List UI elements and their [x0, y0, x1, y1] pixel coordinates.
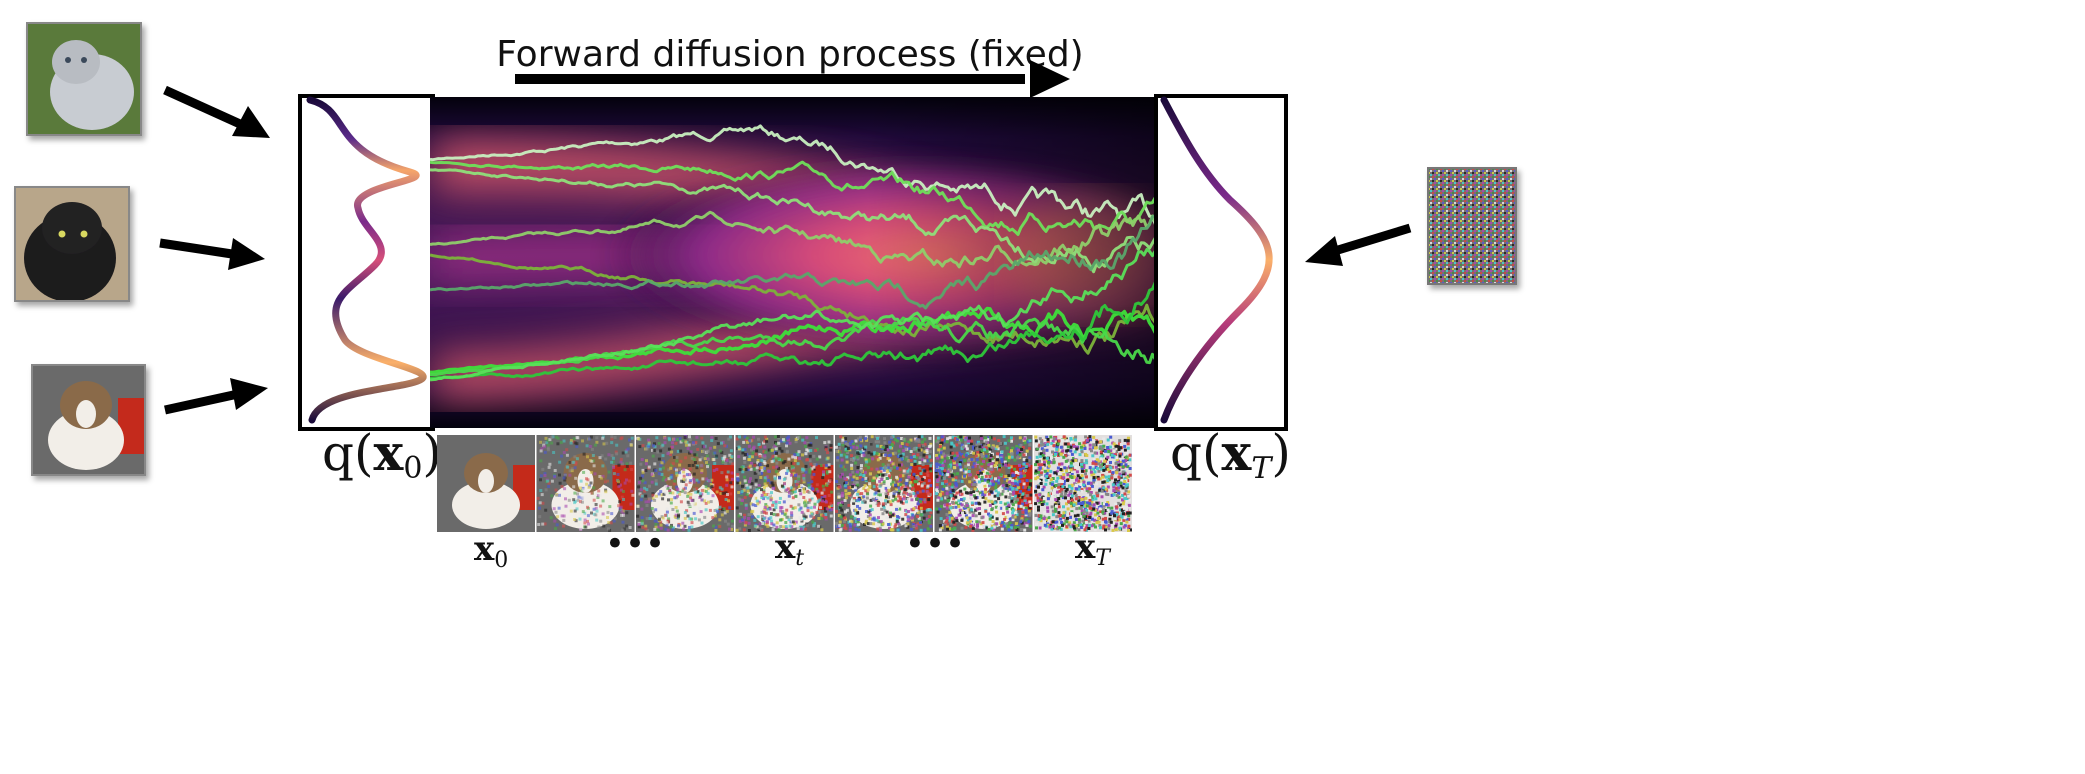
frame-4: [735, 435, 834, 532]
trajectory-10: [430, 248, 1158, 382]
label-q-xT: q(xT): [1170, 423, 1291, 486]
arrow-icon-left-bottom: [164, 378, 268, 415]
frame-3: [636, 435, 734, 532]
frame-label-xt: xt: [775, 527, 804, 571]
arrow-icon-left-mid: [159, 238, 265, 270]
frame-label-x0: x0: [474, 529, 508, 573]
arrow-icon-left-top: [163, 85, 270, 138]
trajectory-6: [430, 214, 1158, 310]
trajectory-5: [430, 253, 1158, 355]
noise-filmstrip: [437, 435, 1132, 532]
cat-image-gray: [26, 22, 142, 136]
svg-text:xT: xT: [1075, 527, 1112, 571]
multimodal-curve: [306, 96, 427, 424]
cat-image-tabby: [31, 364, 146, 476]
diffusion-heatmap: [430, 97, 1158, 428]
distribution-box-right: [1154, 94, 1288, 431]
svg-text:q(x0): q(x0): [322, 423, 442, 486]
frame-label-ellipsis-1: •••: [605, 524, 665, 564]
trajectory-2: [430, 160, 1158, 236]
svg-text:x0: x0: [474, 529, 508, 573]
svg-text:xt: xt: [775, 527, 804, 571]
trajectory-1: [430, 124, 1158, 233]
distribution-box-left: [298, 94, 435, 431]
noise-image: [1427, 167, 1517, 285]
diagram-title: Forward diffusion process (fixed): [496, 34, 1083, 75]
trajectory-paths: [430, 124, 1158, 382]
frame-2: [536, 435, 635, 532]
frame-5: [835, 435, 933, 532]
label-q-x0: q(x0): [322, 423, 442, 486]
frame-label-xT: xT: [1075, 527, 1112, 571]
frame-7: [1034, 435, 1132, 532]
svg-text:q(xT): q(xT): [1170, 423, 1291, 486]
trajectory-3: [430, 168, 1158, 274]
frame-1: [437, 435, 535, 532]
trajectory-4: [430, 210, 1158, 269]
frame-6: [934, 435, 1033, 532]
arrow-icon-forward: [515, 60, 1070, 98]
arrow-icon-right: [1305, 223, 1412, 266]
gaussian-curve: [1160, 96, 1273, 424]
frame-label-ellipsis-2: •••: [905, 524, 965, 564]
trajectory-9: [430, 281, 1158, 380]
cat-image-black: [14, 186, 130, 302]
